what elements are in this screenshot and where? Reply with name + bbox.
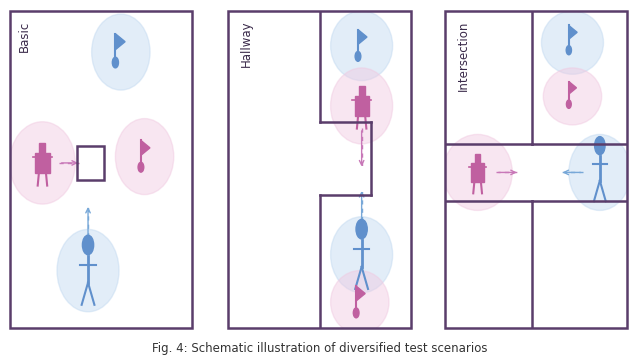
Bar [77, 146, 104, 180]
Bar [35, 153, 49, 173]
Ellipse shape [569, 134, 631, 210]
Polygon shape [358, 29, 367, 44]
Bar [355, 96, 369, 116]
Ellipse shape [115, 119, 174, 195]
Ellipse shape [92, 14, 150, 90]
Circle shape [566, 100, 572, 108]
Ellipse shape [331, 270, 389, 334]
Circle shape [83, 235, 93, 255]
Polygon shape [569, 82, 577, 94]
Text: Basic: Basic [18, 20, 31, 52]
Ellipse shape [541, 11, 604, 74]
Polygon shape [141, 141, 150, 155]
Bar [358, 86, 365, 96]
Circle shape [138, 162, 144, 172]
Bar [471, 163, 484, 182]
Text: Intersection: Intersection [456, 20, 470, 91]
Polygon shape [115, 34, 125, 50]
Bar [40, 143, 45, 153]
Ellipse shape [543, 68, 602, 125]
Circle shape [595, 136, 605, 155]
Circle shape [113, 57, 118, 68]
Ellipse shape [57, 229, 119, 312]
Text: Fig. 4: Schematic illustration of diversified test scenarios: Fig. 4: Schematic illustration of divers… [152, 342, 488, 355]
Ellipse shape [10, 122, 76, 204]
Circle shape [356, 219, 367, 239]
Polygon shape [356, 286, 365, 301]
Ellipse shape [331, 217, 392, 293]
Ellipse shape [443, 134, 512, 210]
Ellipse shape [331, 68, 392, 144]
Circle shape [355, 51, 361, 61]
Circle shape [566, 46, 572, 55]
Bar [475, 154, 481, 163]
Ellipse shape [331, 11, 392, 80]
Polygon shape [569, 25, 577, 39]
Circle shape [353, 308, 359, 318]
Text: Hallway: Hallway [240, 20, 253, 67]
